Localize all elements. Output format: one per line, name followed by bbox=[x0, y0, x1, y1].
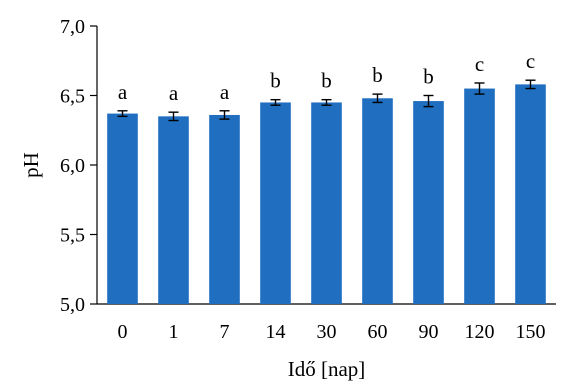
significance-letter: b bbox=[321, 69, 332, 93]
significance-letter: c bbox=[475, 52, 484, 76]
bar bbox=[464, 88, 495, 304]
bar bbox=[362, 98, 393, 304]
x-tick-label: 7 bbox=[220, 321, 230, 343]
significance-letters: a a a b b b b c c bbox=[118, 49, 535, 105]
significance-letter: b bbox=[372, 63, 383, 87]
y-tick-label: 5,0 bbox=[60, 294, 85, 316]
significance-letter: c bbox=[526, 49, 535, 73]
x-tick-label: 0 bbox=[118, 321, 128, 343]
x-tick-label: 150 bbox=[516, 321, 546, 343]
x-tick-label: 1 bbox=[169, 321, 179, 343]
error-bars bbox=[117, 79, 536, 122]
y-tick-label: 7,0 bbox=[60, 16, 85, 38]
x-axis-title: Idő [nap] bbox=[288, 357, 366, 381]
y-tick-label: 6,5 bbox=[60, 86, 85, 108]
significance-letter: a bbox=[220, 80, 230, 104]
y-axis: 5,0 5,5 6,0 6,5 7,0 bbox=[60, 16, 98, 316]
x-tick-label: 60 bbox=[368, 321, 388, 343]
bar bbox=[158, 116, 189, 304]
significance-letter: b bbox=[270, 69, 281, 93]
significance-letter: b bbox=[423, 65, 434, 89]
bar bbox=[413, 101, 444, 304]
bar bbox=[311, 102, 342, 304]
bar bbox=[209, 114, 240, 305]
significance-letter: a bbox=[118, 80, 128, 104]
y-tick-label: 6,0 bbox=[60, 155, 85, 177]
y-axis-title: pH bbox=[19, 152, 43, 178]
x-axis: 0 1 7 14 30 60 90 120 150 bbox=[97, 303, 556, 343]
y-tick-label: 5,5 bbox=[60, 225, 85, 247]
x-tick-label: 30 bbox=[317, 321, 337, 343]
bar bbox=[260, 102, 291, 304]
significance-letter: a bbox=[169, 81, 179, 105]
x-tick-label: 14 bbox=[266, 321, 286, 343]
bars bbox=[107, 84, 546, 305]
x-tick-label: 90 bbox=[419, 321, 439, 343]
x-tick-label: 120 bbox=[465, 321, 495, 343]
bar bbox=[107, 113, 138, 304]
bar bbox=[515, 84, 546, 304]
